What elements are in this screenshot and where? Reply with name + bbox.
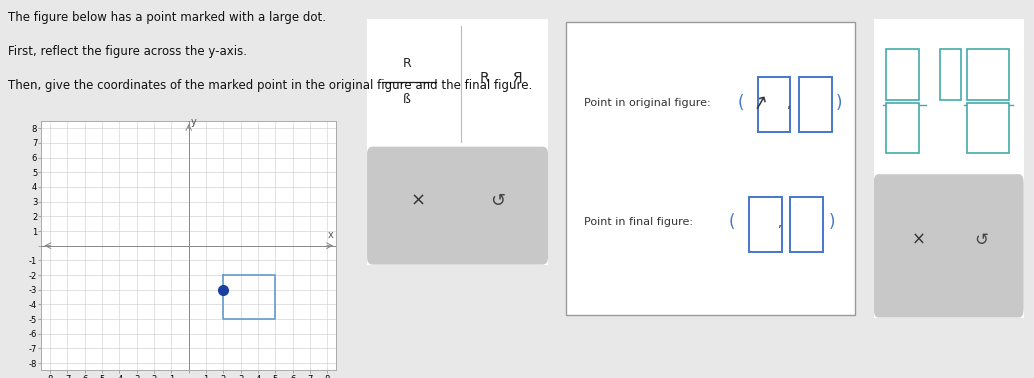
Text: (: (: [728, 213, 735, 231]
Text: ,: ,: [787, 98, 791, 110]
Text: Point in final figure:: Point in final figure:: [584, 217, 693, 227]
FancyBboxPatch shape: [567, 22, 855, 314]
FancyBboxPatch shape: [750, 197, 782, 252]
Text: Я: Я: [513, 71, 522, 85]
Text: ↺: ↺: [490, 192, 505, 210]
Text: ß: ß: [403, 93, 410, 107]
FancyBboxPatch shape: [367, 147, 548, 265]
Text: x: x: [328, 230, 334, 240]
Text: ↗: ↗: [750, 91, 770, 113]
FancyBboxPatch shape: [886, 102, 919, 153]
Text: ): ): [835, 93, 843, 112]
Text: ,: ,: [779, 217, 782, 230]
FancyBboxPatch shape: [758, 77, 790, 132]
FancyBboxPatch shape: [799, 77, 831, 132]
Text: R: R: [480, 71, 489, 85]
Text: ×: ×: [410, 192, 425, 210]
Text: ↺: ↺: [975, 231, 989, 249]
Text: Then, give the coordinates of the marked point in the original figure and the fi: Then, give the coordinates of the marked…: [8, 79, 533, 92]
Text: R: R: [402, 57, 412, 70]
Text: y: y: [191, 117, 196, 127]
FancyBboxPatch shape: [967, 102, 1008, 153]
Text: (: (: [737, 93, 743, 112]
FancyBboxPatch shape: [940, 49, 961, 99]
FancyBboxPatch shape: [871, 13, 1027, 324]
FancyBboxPatch shape: [874, 174, 1024, 318]
FancyBboxPatch shape: [967, 49, 1008, 99]
Text: The figure below has a point marked with a large dot.: The figure below has a point marked with…: [8, 11, 327, 24]
Text: ×: ×: [912, 231, 925, 249]
Text: ): ): [828, 213, 834, 231]
FancyBboxPatch shape: [790, 197, 823, 252]
FancyBboxPatch shape: [886, 49, 919, 99]
Text: First, reflect the figure across the y-axis.: First, reflect the figure across the y-a…: [8, 45, 247, 58]
FancyBboxPatch shape: [364, 14, 552, 270]
Text: Point in original figure:: Point in original figure:: [584, 98, 710, 107]
